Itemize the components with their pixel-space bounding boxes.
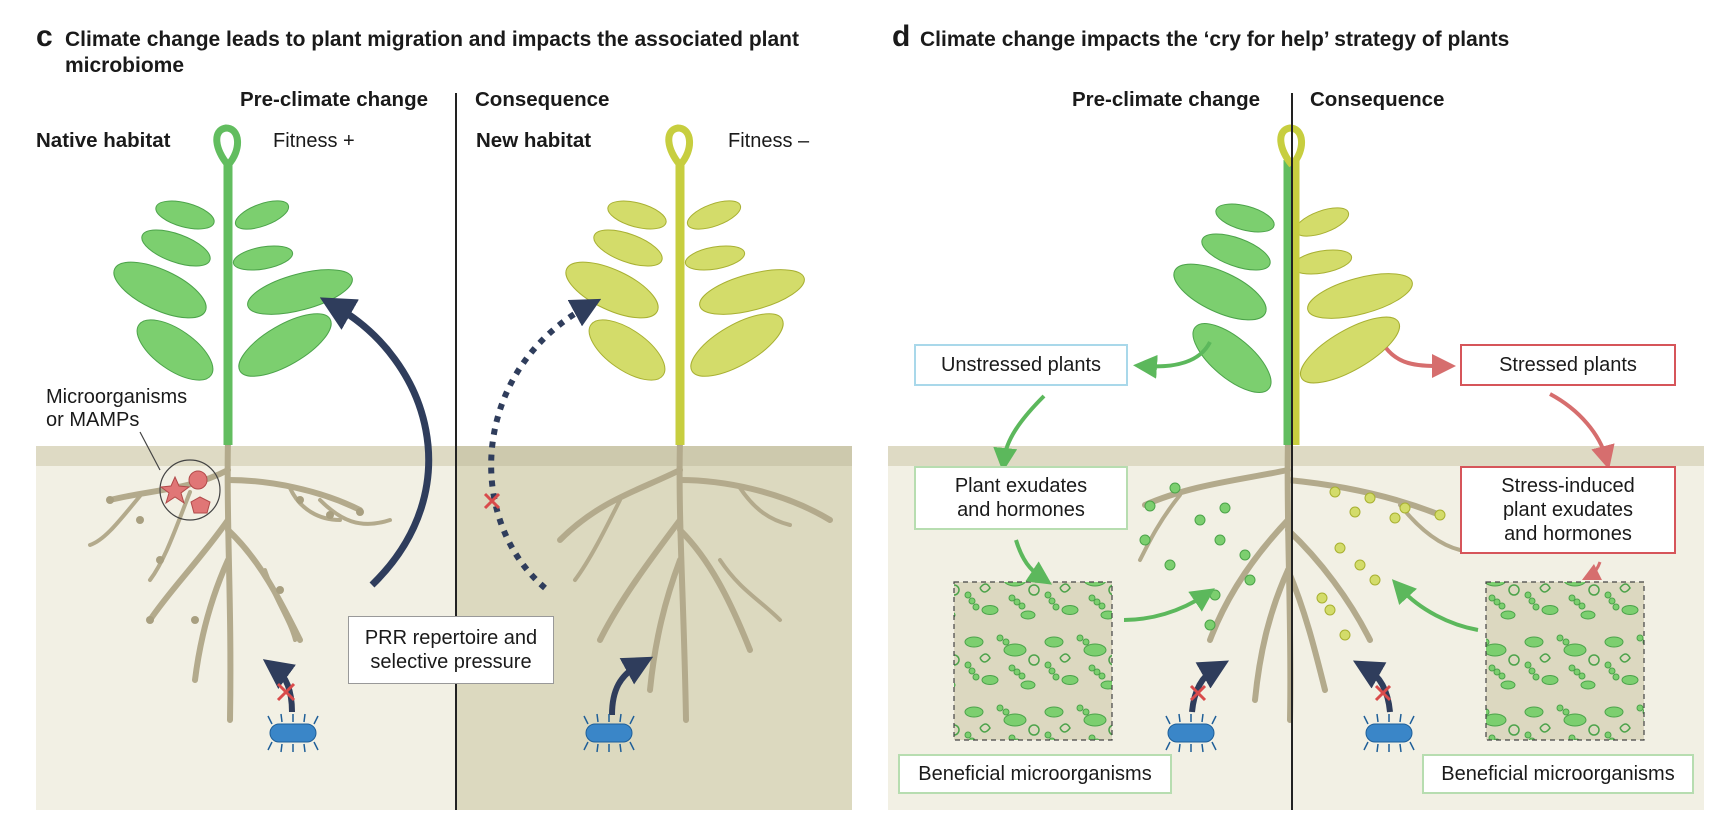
panel-d-soil-band	[888, 446, 1704, 466]
yellow-root-microbes	[1316, 486, 1446, 641]
panel-d-title: Climate change impacts the ‘cry for help…	[920, 28, 1510, 51]
new-habitat-soil-band	[456, 446, 852, 466]
selective-pressure-arrow	[319, 297, 433, 588]
arrow-microbes-to-roots-left	[1123, 588, 1215, 622]
beneficial-microorganisms-box-right: Beneficial microorganisms	[1422, 754, 1694, 794]
arrow-stressed-to-stress-exudates	[1549, 392, 1615, 470]
blocked-arrow-d-right	[1352, 660, 1393, 713]
beneficial-right-label: Beneficial microorganisms	[1441, 763, 1675, 785]
microbe-new-habitat	[583, 713, 635, 753]
panel-d-plant-right	[1277, 124, 1413, 445]
stress-exudates-line2: plant exudates	[1502, 499, 1634, 521]
new-plant-roots	[557, 437, 833, 723]
arrow-unstressed-to-exudates	[993, 394, 1046, 472]
native-habitat-label: Native habitat	[36, 129, 171, 152]
panel-d-plant-left	[1173, 160, 1293, 445]
panel-c-label: c	[36, 20, 53, 53]
plant-exudates-box: Plant exudates and hormones	[914, 466, 1128, 530]
prr-line2: selective pressure	[370, 651, 532, 673]
panel-c	[36, 93, 852, 810]
microbe-d-left	[1165, 713, 1217, 753]
microorganisms-label-line2: or MAMPs	[46, 409, 140, 431]
arrow-plant-to-stressed	[1384, 346, 1456, 378]
green-root-microbes	[1139, 482, 1256, 631]
microbe-d-right	[1363, 713, 1415, 753]
root-nodules	[106, 496, 364, 624]
beneficial-microbes-box-left	[953, 581, 1113, 741]
panel-d-col-pre: Pre-climate change	[1072, 88, 1260, 111]
arrow-plant-to-unstressed	[1133, 340, 1212, 379]
exudates-line1: Plant exudates	[954, 475, 1088, 497]
failed-selection-arrow	[488, 298, 602, 591]
beneficial-left-label: Beneficial microorganisms	[918, 763, 1152, 785]
blocked-cross-d-left-icon	[1189, 684, 1207, 702]
blocked-microbe-arrow	[262, 659, 296, 713]
stress-exudates-line1: Stress-induced	[1501, 475, 1635, 497]
beneficial-microorganisms-box-left: Beneficial microorganisms	[898, 754, 1172, 794]
native-plant	[113, 124, 353, 445]
arrow-exudates-to-microbes	[1014, 539, 1052, 585]
microbe-native	[267, 713, 319, 753]
panel-c-title-line1: Climate change leads to plant migration …	[65, 28, 799, 51]
panel-c-col-pre: Pre-climate change	[240, 88, 428, 111]
arrow-microbes-to-roots-right	[1391, 579, 1479, 632]
new-habitat-plant	[565, 124, 805, 445]
mamp-cluster	[139, 431, 221, 521]
arrow-stress-exudates-to-microbes	[1581, 561, 1603, 581]
fitness-minus-label: Fitness –	[728, 130, 810, 152]
unstressed-plants-box: Unstressed plants	[914, 344, 1128, 386]
prr-repertoire-box: PRR repertoire and selective pressure	[348, 616, 554, 684]
microorganisms-label-line1: Microorganisms	[46, 386, 188, 408]
native-plant-roots	[88, 437, 392, 723]
failed-cross-icon	[483, 492, 501, 510]
unstressed-plants-label: Unstressed plants	[940, 354, 1102, 376]
stress-exudates-line3: and hormones	[1504, 523, 1632, 545]
microbe-arrow-new-habitat	[609, 656, 654, 716]
panel-d-col-consequence: Consequence	[1310, 88, 1445, 111]
blocked-cross-icon	[276, 682, 296, 702]
blocked-arrow-d-left	[1189, 660, 1230, 713]
panel-d	[888, 93, 1704, 810]
native-soil-band	[36, 446, 456, 466]
new-habitat-label: New habitat	[476, 129, 592, 152]
prr-line1: PRR repertoire and	[364, 627, 538, 649]
blocked-cross-d-right-icon	[1374, 684, 1392, 702]
panel-c-col-consequence: Consequence	[475, 88, 610, 111]
exudates-line2: and hormones	[957, 499, 1085, 521]
stressed-plants-label: Stressed plants	[1499, 354, 1637, 376]
panel-d-label: d	[892, 20, 911, 53]
beneficial-microbes-box-right	[1485, 581, 1645, 741]
fitness-plus-label: Fitness +	[273, 130, 355, 152]
stress-exudates-box: Stress-induced plant exudates and hormon…	[1460, 466, 1676, 554]
stressed-plants-box: Stressed plants	[1460, 344, 1676, 386]
panel-c-title-line2: microbiome	[65, 54, 185, 77]
